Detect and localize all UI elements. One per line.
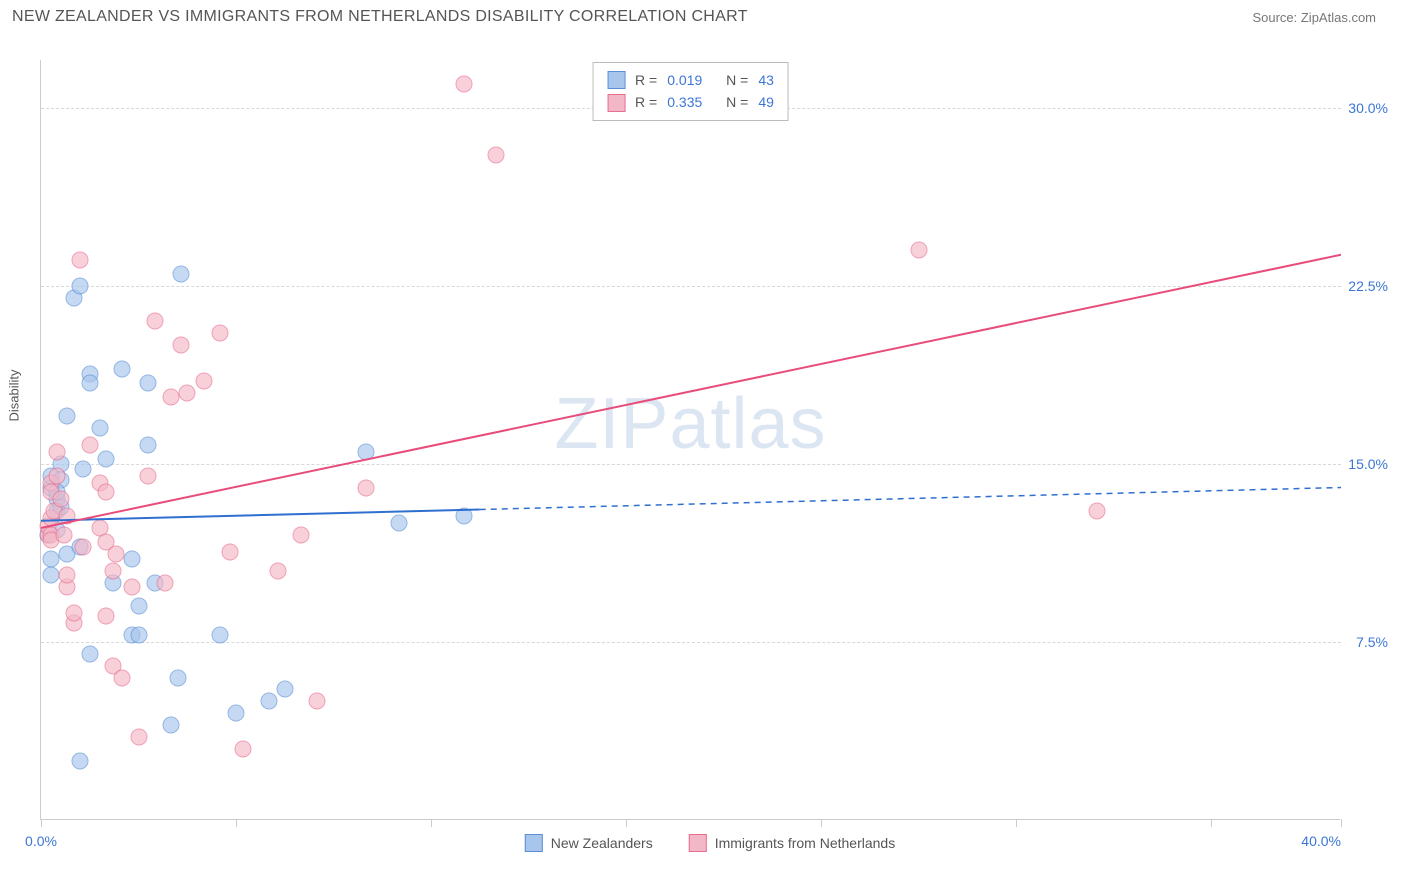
chart-container: Disability ZIPatlas R = 0.019 N = 43 R =… xyxy=(40,60,1380,820)
r-value: 0.335 xyxy=(667,91,702,113)
y-axis-label: Disability xyxy=(7,369,22,421)
y-tick-label: 7.5% xyxy=(1356,634,1388,650)
x-tick-mark xyxy=(626,819,627,827)
swatch-icon xyxy=(525,834,543,852)
r-label: R = xyxy=(635,69,657,91)
swatch-icon xyxy=(689,834,707,852)
y-tick-label: 30.0% xyxy=(1348,100,1388,116)
legend-row: R = 0.335 N = 49 xyxy=(607,91,774,113)
legend-item: New Zealanders xyxy=(525,834,653,852)
trend-lines xyxy=(41,60,1341,820)
chart-title: NEW ZEALANDER VS IMMIGRANTS FROM NETHERL… xyxy=(12,8,748,26)
r-label: R = xyxy=(635,91,657,113)
swatch-icon xyxy=(607,94,625,112)
legend-item: Immigrants from Netherlands xyxy=(689,834,896,852)
series-legend: New Zealanders Immigrants from Netherlan… xyxy=(525,834,895,852)
x-tick-mark xyxy=(431,819,432,827)
source-label: Source: ZipAtlas.com xyxy=(1252,10,1376,25)
n-label: N = xyxy=(726,69,748,91)
x-tick-mark xyxy=(1211,819,1212,827)
n-value: 43 xyxy=(758,69,774,91)
x-tick-mark xyxy=(1016,819,1017,827)
y-tick-label: 15.0% xyxy=(1348,456,1388,472)
x-tick-mark xyxy=(821,819,822,827)
x-tick-mark xyxy=(236,819,237,827)
swatch-icon xyxy=(607,71,625,89)
y-tick-label: 22.5% xyxy=(1348,278,1388,294)
x-tick-label: 0.0% xyxy=(25,833,57,849)
x-tick-mark xyxy=(41,819,42,827)
n-label: N = xyxy=(726,91,748,113)
n-value: 49 xyxy=(758,91,774,113)
correlation-legend: R = 0.019 N = 43 R = 0.335 N = 49 xyxy=(592,62,789,121)
legend-label: New Zealanders xyxy=(551,835,653,851)
x-tick-mark xyxy=(1341,819,1342,827)
legend-row: R = 0.019 N = 43 xyxy=(607,69,774,91)
x-tick-label: 40.0% xyxy=(1301,833,1341,849)
plot-area: ZIPatlas R = 0.019 N = 43 R = 0.335 N = … xyxy=(40,60,1340,820)
r-value: 0.019 xyxy=(667,69,702,91)
legend-label: Immigrants from Netherlands xyxy=(715,835,896,851)
